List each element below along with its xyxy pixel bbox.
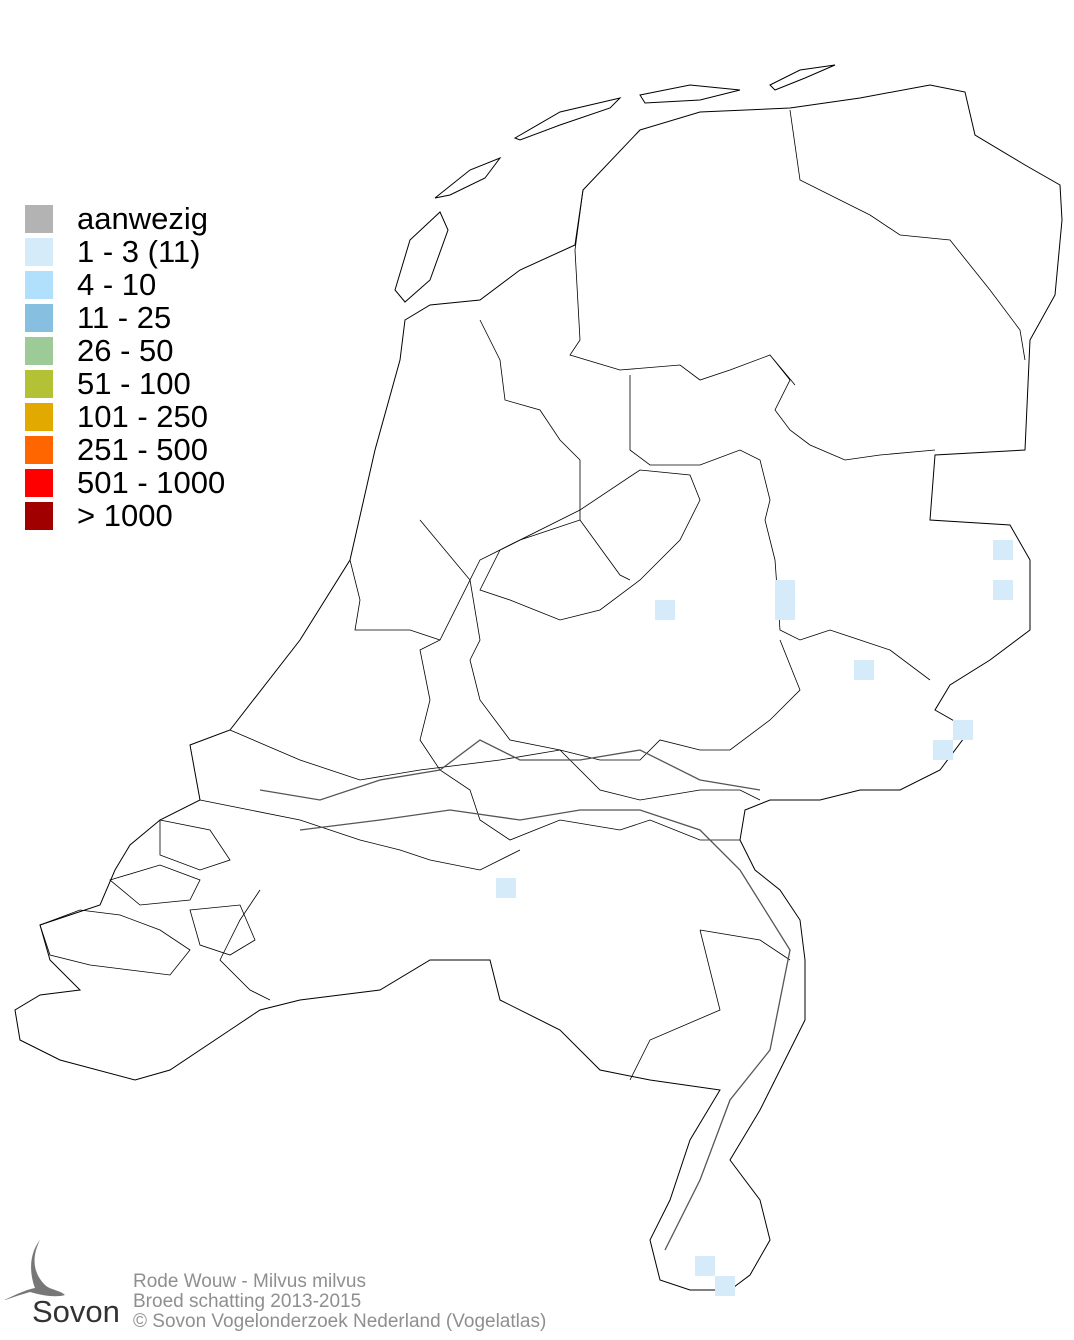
legend-swatch	[25, 403, 53, 431]
species-name: Rode Wouw - Milvus milvus	[133, 1271, 366, 1292]
legend-label: 101 - 250	[77, 399, 208, 434]
copyright: © Sovon Vogelonderzoek Nederland (Vogela…	[133, 1311, 547, 1332]
legend-label: aanwezig	[77, 201, 208, 236]
occupied-cell	[933, 740, 953, 760]
legend-label: 501 - 1000	[77, 465, 226, 500]
legend-label: 11 - 25	[77, 300, 172, 335]
occupied-cell	[715, 1276, 735, 1296]
occupied-cell	[854, 660, 874, 680]
occupied-cell	[775, 600, 795, 620]
occupied-cell	[953, 720, 973, 740]
map-caption: Rode Wouw - Milvus milvus Broed schattin…	[133, 1272, 546, 1332]
sovon-logo	[0, 1240, 110, 1305]
legend-swatch	[25, 502, 53, 530]
island-texel	[394, 211, 449, 303]
legend-swatch	[25, 337, 53, 365]
island-schiermonnikoog	[769, 64, 836, 91]
legend-label: 26 - 50	[77, 333, 174, 368]
occupied-cell	[695, 1256, 715, 1276]
legend-swatch	[25, 238, 53, 266]
island-ameland	[639, 84, 741, 104]
legend-swatch	[25, 469, 53, 497]
legend-label: 251 - 500	[77, 432, 208, 467]
legend-label: 51 - 100	[77, 366, 191, 401]
legend-label: 4 - 10	[77, 267, 157, 302]
legend-label: > 1000	[77, 498, 173, 533]
occupied-cell	[993, 540, 1013, 560]
island-vlieland	[434, 156, 502, 199]
legend-swatch	[25, 370, 53, 398]
zeeland-islands	[39, 819, 256, 976]
legend-swatch	[25, 205, 53, 233]
flevoland-polders	[479, 469, 701, 621]
occupied-cell	[655, 600, 675, 620]
occupied-cell	[993, 580, 1013, 600]
province-borders	[199, 109, 1026, 1081]
legend-swatch	[25, 436, 53, 464]
country-outline	[14, 84, 1063, 1291]
legend-swatch	[25, 304, 53, 332]
legend-label: 1 - 3 (11)	[77, 234, 201, 269]
breeding-cells	[496, 540, 1013, 1296]
island-terschelling	[513, 97, 622, 141]
swallow-icon	[0, 1240, 65, 1302]
occupied-cell	[775, 580, 795, 600]
occupied-cell	[496, 878, 516, 898]
logo-text: Sovon	[32, 1294, 120, 1329]
survey-period: Broed schatting 2013-2015	[133, 1291, 362, 1312]
legend-swatch	[25, 271, 53, 299]
rivers	[259, 739, 791, 1251]
